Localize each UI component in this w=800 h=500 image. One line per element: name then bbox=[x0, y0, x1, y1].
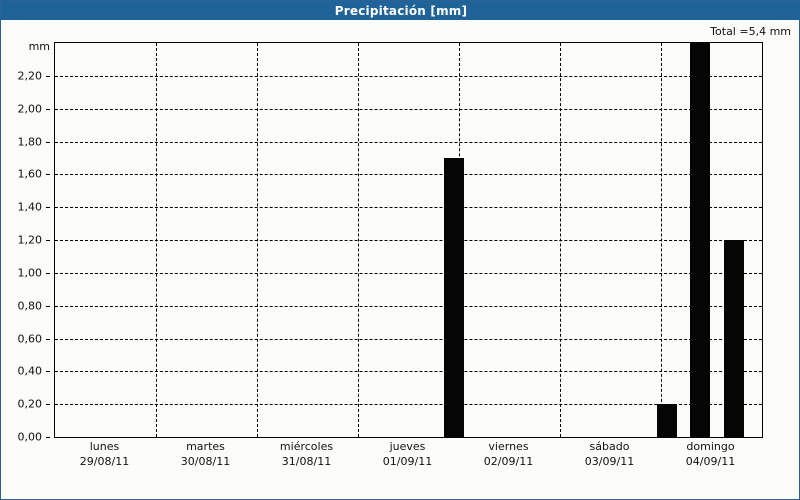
gridline-horizontal bbox=[55, 174, 762, 176]
gridline-horizontal bbox=[55, 108, 762, 110]
gridline-horizontal bbox=[55, 404, 762, 406]
y-axis-tick-label: 1,00 bbox=[17, 266, 43, 280]
x-axis-date: 03/09/11 bbox=[584, 455, 635, 468]
bar-layer bbox=[55, 43, 762, 437]
y-axis-tick-label: 1,60 bbox=[17, 167, 43, 181]
plot-area bbox=[54, 42, 763, 438]
y-axis-tick-mark bbox=[46, 108, 50, 110]
gridline-horizontal bbox=[55, 240, 762, 241]
x-axis-date: 31/08/11 bbox=[281, 455, 332, 468]
x-axis-tick-label: sábado 03/09/11 bbox=[585, 439, 634, 469]
gridline-vertical bbox=[661, 43, 662, 437]
x-axis-tick-label: domingo 04/09/11 bbox=[686, 439, 735, 469]
gridline-horizontal bbox=[55, 75, 762, 77]
y-axis-tick-mark bbox=[46, 404, 50, 406]
x-axis-tick-label: viernes 02/09/11 bbox=[484, 439, 533, 469]
x-axis-date: 30/08/11 bbox=[180, 455, 231, 468]
gridline-horizontal bbox=[55, 305, 762, 307]
x-axis-day-name: viernes bbox=[488, 440, 529, 453]
y-axis-tick-label: 0,20 bbox=[17, 397, 43, 411]
y-axis-unit-label: mm bbox=[28, 40, 50, 53]
y-axis-tick-label: 2,00 bbox=[17, 102, 43, 116]
gridline-vertical bbox=[257, 43, 258, 437]
y-axis-tick-mark bbox=[46, 338, 50, 340]
y-axis-tick-mark bbox=[46, 371, 50, 373]
bar bbox=[444, 157, 465, 437]
y-axis-tick-mark bbox=[46, 437, 50, 438]
bar bbox=[656, 404, 677, 437]
y-axis-tick-label: 0,40 bbox=[17, 364, 43, 378]
gridline-horizontal bbox=[55, 141, 762, 143]
gridline-vertical bbox=[358, 43, 359, 437]
x-axis-date: 01/09/11 bbox=[382, 455, 433, 468]
bar bbox=[690, 43, 711, 437]
y-axis-tick-label: 0,60 bbox=[17, 332, 43, 345]
y-axis-tick-mark bbox=[46, 141, 50, 143]
page-title: Precipitación [mm] bbox=[334, 3, 468, 18]
y-axis-tick-mark bbox=[46, 240, 50, 241]
y-axis-tick-mark bbox=[46, 75, 50, 77]
gridline-horizontal bbox=[55, 338, 762, 340]
y-axis-tick-mark bbox=[46, 174, 50, 176]
x-axis-date: 04/09/11 bbox=[685, 455, 736, 468]
x-axis-date: 29/08/11 bbox=[79, 455, 130, 468]
gridline-vertical bbox=[156, 43, 157, 437]
gridline-horizontal bbox=[55, 371, 762, 373]
x-axis-tick-label: lunes 29/08/11 bbox=[80, 439, 129, 469]
gridline-vertical bbox=[560, 43, 561, 437]
x-axis-day-name: sábado bbox=[589, 440, 630, 453]
x-axis-date: 02/09/11 bbox=[483, 455, 534, 468]
y-axis-tick-label: 2,20 bbox=[17, 69, 43, 83]
x-axis-day-name: miércoles bbox=[279, 440, 334, 453]
y-axis-tick-label: 1,40 bbox=[17, 200, 43, 214]
x-axis-tick-label: martes 30/08/11 bbox=[181, 439, 230, 469]
total-label: Total =5,4 mm bbox=[710, 25, 791, 38]
x-axis: lunes 29/08/11 martes 30/08/11 miércoles 31/0… bbox=[54, 439, 763, 479]
x-axis-day-name: lunes bbox=[89, 440, 120, 453]
window-title-bar: Precipitación [mm] bbox=[1, 1, 800, 20]
x-axis-tick-label: miércoles 31/08/11 bbox=[280, 439, 333, 469]
grid-layer bbox=[55, 43, 762, 437]
gridline-horizontal bbox=[55, 272, 762, 274]
y-axis: 0,00 0,20 0,40 0,60 0,80 1,00 1,20 1,40 1,60 1,80… bbox=[1, 42, 50, 444]
gridline-horizontal bbox=[55, 207, 762, 209]
y-axis-tick-mark bbox=[46, 272, 50, 274]
x-axis-day-name: jueves bbox=[389, 440, 426, 453]
y-axis-tick-label: 1,80 bbox=[17, 135, 43, 148]
y-axis-tick-mark bbox=[46, 305, 50, 307]
x-axis-day-name: martes bbox=[186, 440, 225, 453]
bar bbox=[724, 240, 745, 437]
x-axis-tick-label: jueves 01/09/11 bbox=[383, 439, 432, 469]
x-axis-day-name: domingo bbox=[686, 440, 735, 453]
y-axis-tick-label: 0,00 bbox=[17, 430, 43, 444]
y-axis-tick-label: 0,80 bbox=[17, 299, 43, 313]
y-axis-tick-mark bbox=[46, 207, 50, 209]
y-axis-tick-label: 1,20 bbox=[17, 233, 43, 247]
